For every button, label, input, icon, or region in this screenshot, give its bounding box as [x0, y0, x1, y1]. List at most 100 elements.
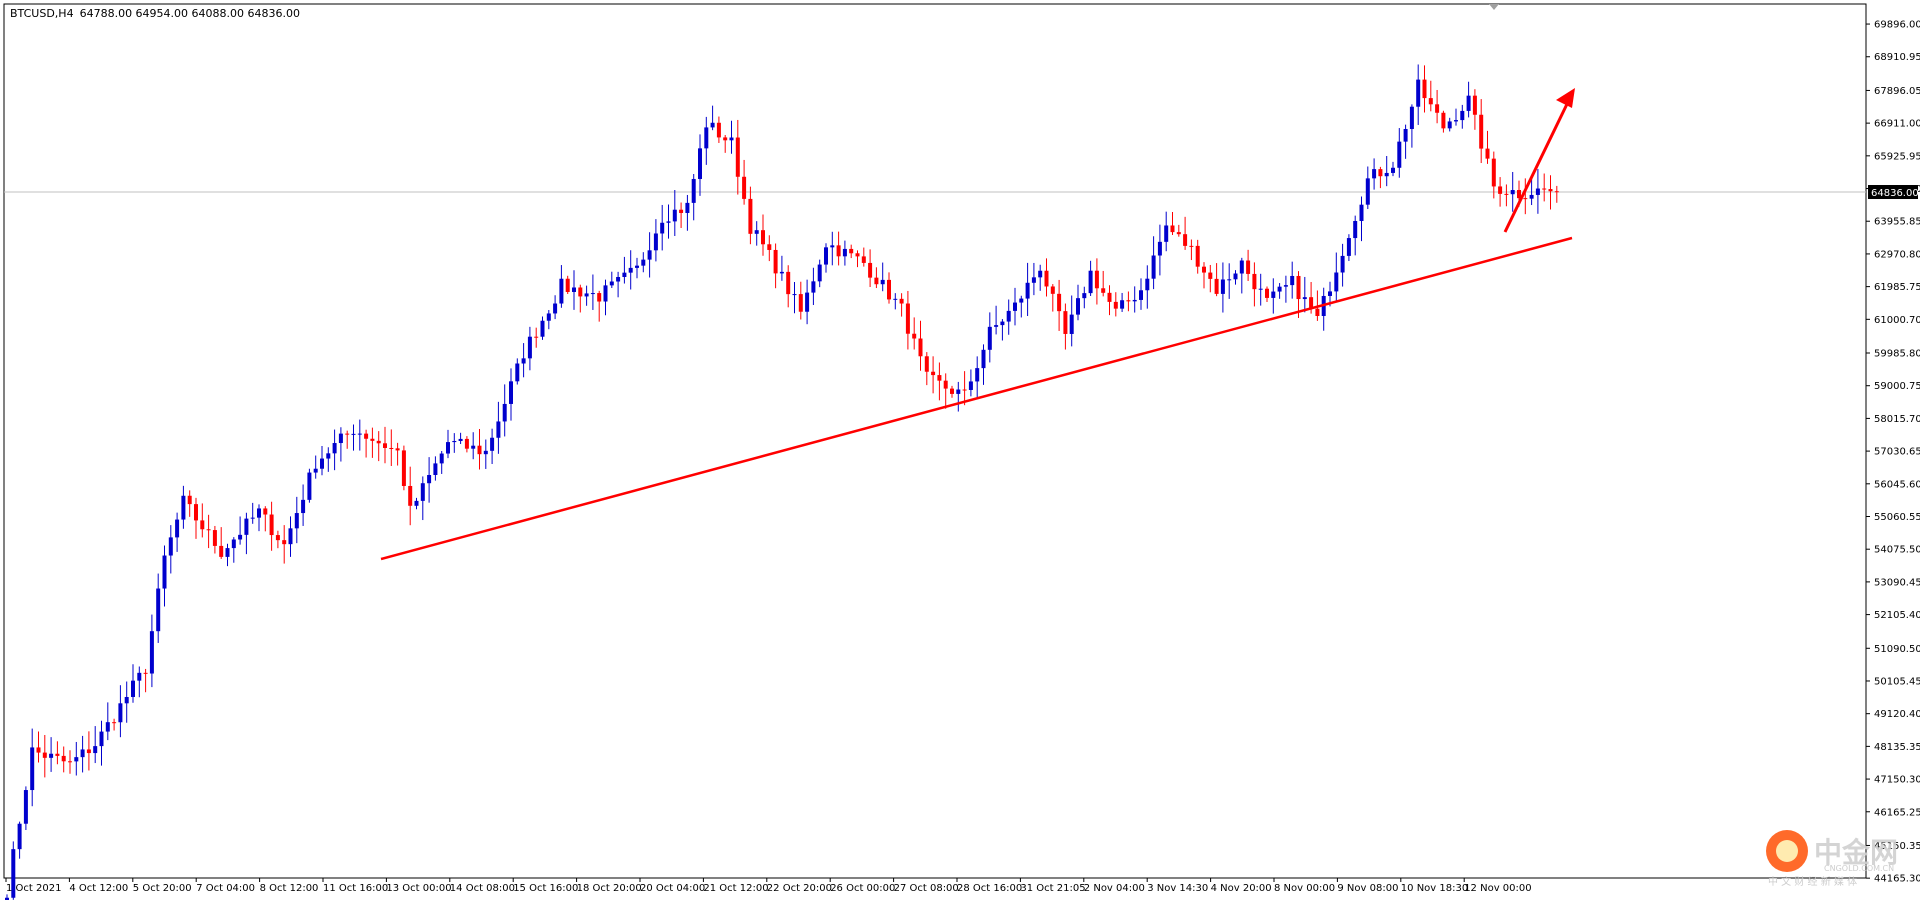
- price-label-box: [1868, 185, 1918, 200]
- candle-body: [187, 495, 192, 505]
- candle-body: [1529, 194, 1534, 199]
- candle-body: [773, 249, 778, 274]
- candle-body: [1353, 220, 1358, 239]
- y-tick-label: 59000.75: [1874, 381, 1920, 392]
- candle-body: [798, 294, 803, 312]
- candle-body: [250, 517, 255, 519]
- candle-body: [307, 472, 312, 500]
- candle-body: [735, 137, 740, 177]
- candle: [616, 271, 621, 298]
- candle: [1498, 177, 1503, 207]
- x-tick-label: 5 Oct 20:00: [133, 883, 192, 894]
- candle-body: [1422, 79, 1427, 99]
- candle: [1510, 171, 1515, 212]
- candle: [1202, 262, 1206, 289]
- candle-body: [1164, 225, 1169, 242]
- candle: [527, 326, 532, 371]
- candle-body: [1271, 291, 1276, 298]
- candle: [219, 527, 224, 559]
- scroll-marker-icon[interactable]: [1489, 4, 1499, 10]
- candle-body: [1454, 120, 1458, 122]
- y-tick-label: 61000.70: [1874, 315, 1920, 326]
- candle: [968, 369, 973, 397]
- candle-body: [679, 209, 684, 213]
- candle: [80, 735, 85, 773]
- candle-body: [338, 433, 343, 444]
- candle-body: [1088, 270, 1093, 294]
- candle: [1548, 175, 1553, 210]
- candle: [1435, 89, 1440, 124]
- candle: [1050, 284, 1055, 312]
- candle-body: [414, 500, 419, 506]
- candle: [118, 685, 123, 738]
- candle: [1384, 156, 1389, 187]
- candle-body: [105, 722, 110, 732]
- candle-body: [257, 508, 261, 518]
- candle-body: [383, 443, 387, 448]
- candle-body: [439, 453, 444, 464]
- trendline[interactable]: [380, 236, 1573, 561]
- candle: [1283, 275, 1288, 303]
- candle: [1535, 168, 1540, 214]
- candle: [849, 244, 854, 259]
- candle-body: [275, 535, 280, 541]
- candle: [408, 466, 413, 526]
- candle-body: [1107, 292, 1112, 302]
- candle-body: [162, 555, 167, 589]
- candle-body: [647, 250, 652, 260]
- candle: [376, 431, 381, 462]
- arrow-shaft[interactable]: [1503, 101, 1570, 233]
- candle-body: [962, 389, 967, 391]
- candle: [994, 305, 999, 335]
- candle-body: [1019, 298, 1024, 303]
- candle: [212, 525, 217, 554]
- candle: [1164, 211, 1169, 252]
- candle-body: [672, 209, 677, 222]
- candle-body: [710, 122, 715, 128]
- candle: [93, 726, 98, 764]
- candle: [1044, 258, 1049, 297]
- candle-body: [143, 672, 148, 674]
- watermark: 中金网 CNGOLD.COM.CN 中 文 财 经 新 媒 体: [1766, 830, 1898, 888]
- candle-body: [137, 672, 142, 681]
- candle: [1082, 286, 1087, 309]
- candle: [918, 320, 923, 371]
- candle-body: [370, 438, 375, 441]
- candle-body: [131, 680, 135, 697]
- candle-body: [1101, 288, 1106, 293]
- candle-body: [1063, 311, 1068, 334]
- candle: [345, 430, 350, 449]
- candle: [275, 530, 280, 549]
- candle: [307, 468, 312, 503]
- candle: [1132, 286, 1137, 313]
- candle-body: [716, 122, 721, 138]
- candle: [924, 352, 929, 386]
- candle: [1107, 285, 1112, 316]
- candle: [842, 240, 847, 266]
- candle-body: [483, 450, 488, 455]
- x-tick-label: 31 Oct 21:05: [1020, 883, 1085, 894]
- candle-body: [1126, 300, 1131, 302]
- candle-body: [1044, 270, 1049, 287]
- candle: [1126, 291, 1131, 312]
- candle: [149, 614, 154, 688]
- candle: [231, 537, 236, 563]
- candle: [572, 270, 576, 310]
- candle-body: [181, 495, 186, 520]
- candle: [357, 419, 362, 451]
- candle: [320, 445, 324, 476]
- y-tick-label: 63955.85: [1874, 217, 1920, 228]
- x-tick-label: 3 Nov 14:30: [1147, 883, 1208, 894]
- candle: [5, 894, 9, 904]
- candle: [672, 190, 677, 237]
- candle: [704, 116, 709, 165]
- candle-body: [11, 849, 16, 898]
- candle-body: [206, 529, 211, 531]
- candle-body: [294, 513, 299, 529]
- candle: [1195, 239, 1200, 274]
- candle-body: [1428, 98, 1433, 105]
- candle-body: [861, 256, 866, 263]
- y-tick-label: 47150.30: [1874, 775, 1920, 786]
- candle: [666, 204, 671, 239]
- candle: [1359, 196, 1364, 242]
